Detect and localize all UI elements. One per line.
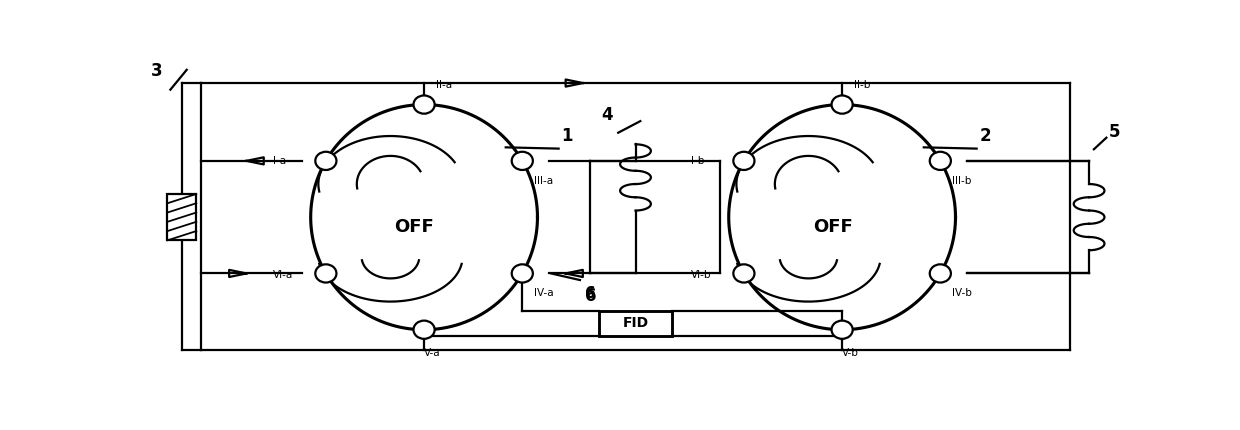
Ellipse shape (930, 152, 951, 170)
Bar (167, 194, 196, 240)
Text: FID: FID (622, 316, 649, 330)
Text: VI-b: VI-b (691, 270, 712, 280)
Text: IV-a: IV-a (533, 288, 553, 298)
Text: 3: 3 (151, 62, 162, 80)
Text: 1: 1 (562, 127, 573, 145)
Text: I-a: I-a (273, 156, 286, 166)
Text: I-b: I-b (691, 156, 704, 166)
Ellipse shape (315, 264, 336, 283)
Ellipse shape (930, 264, 951, 283)
Bar (599, 311, 672, 335)
Text: V-b: V-b (842, 348, 859, 358)
Text: III-b: III-b (952, 176, 971, 186)
Text: 6: 6 (585, 286, 595, 301)
Text: II-a: II-a (435, 80, 451, 90)
Text: 5: 5 (1109, 123, 1120, 141)
Ellipse shape (413, 321, 435, 339)
Ellipse shape (733, 264, 754, 283)
Text: OFF: OFF (394, 218, 434, 236)
Text: 6: 6 (585, 287, 596, 305)
Ellipse shape (512, 152, 533, 170)
Text: II-b: II-b (853, 80, 870, 90)
Ellipse shape (413, 95, 435, 114)
Ellipse shape (832, 321, 853, 339)
Text: V-a: V-a (424, 348, 440, 358)
Text: III-a: III-a (533, 176, 553, 186)
Ellipse shape (512, 264, 533, 283)
Text: OFF: OFF (812, 218, 852, 236)
Text: VI-a: VI-a (273, 270, 294, 280)
Ellipse shape (832, 95, 853, 114)
Text: IV-b: IV-b (952, 288, 972, 298)
Text: 4: 4 (601, 107, 613, 124)
Text: 2: 2 (980, 127, 991, 145)
Ellipse shape (315, 152, 336, 170)
Ellipse shape (733, 152, 754, 170)
